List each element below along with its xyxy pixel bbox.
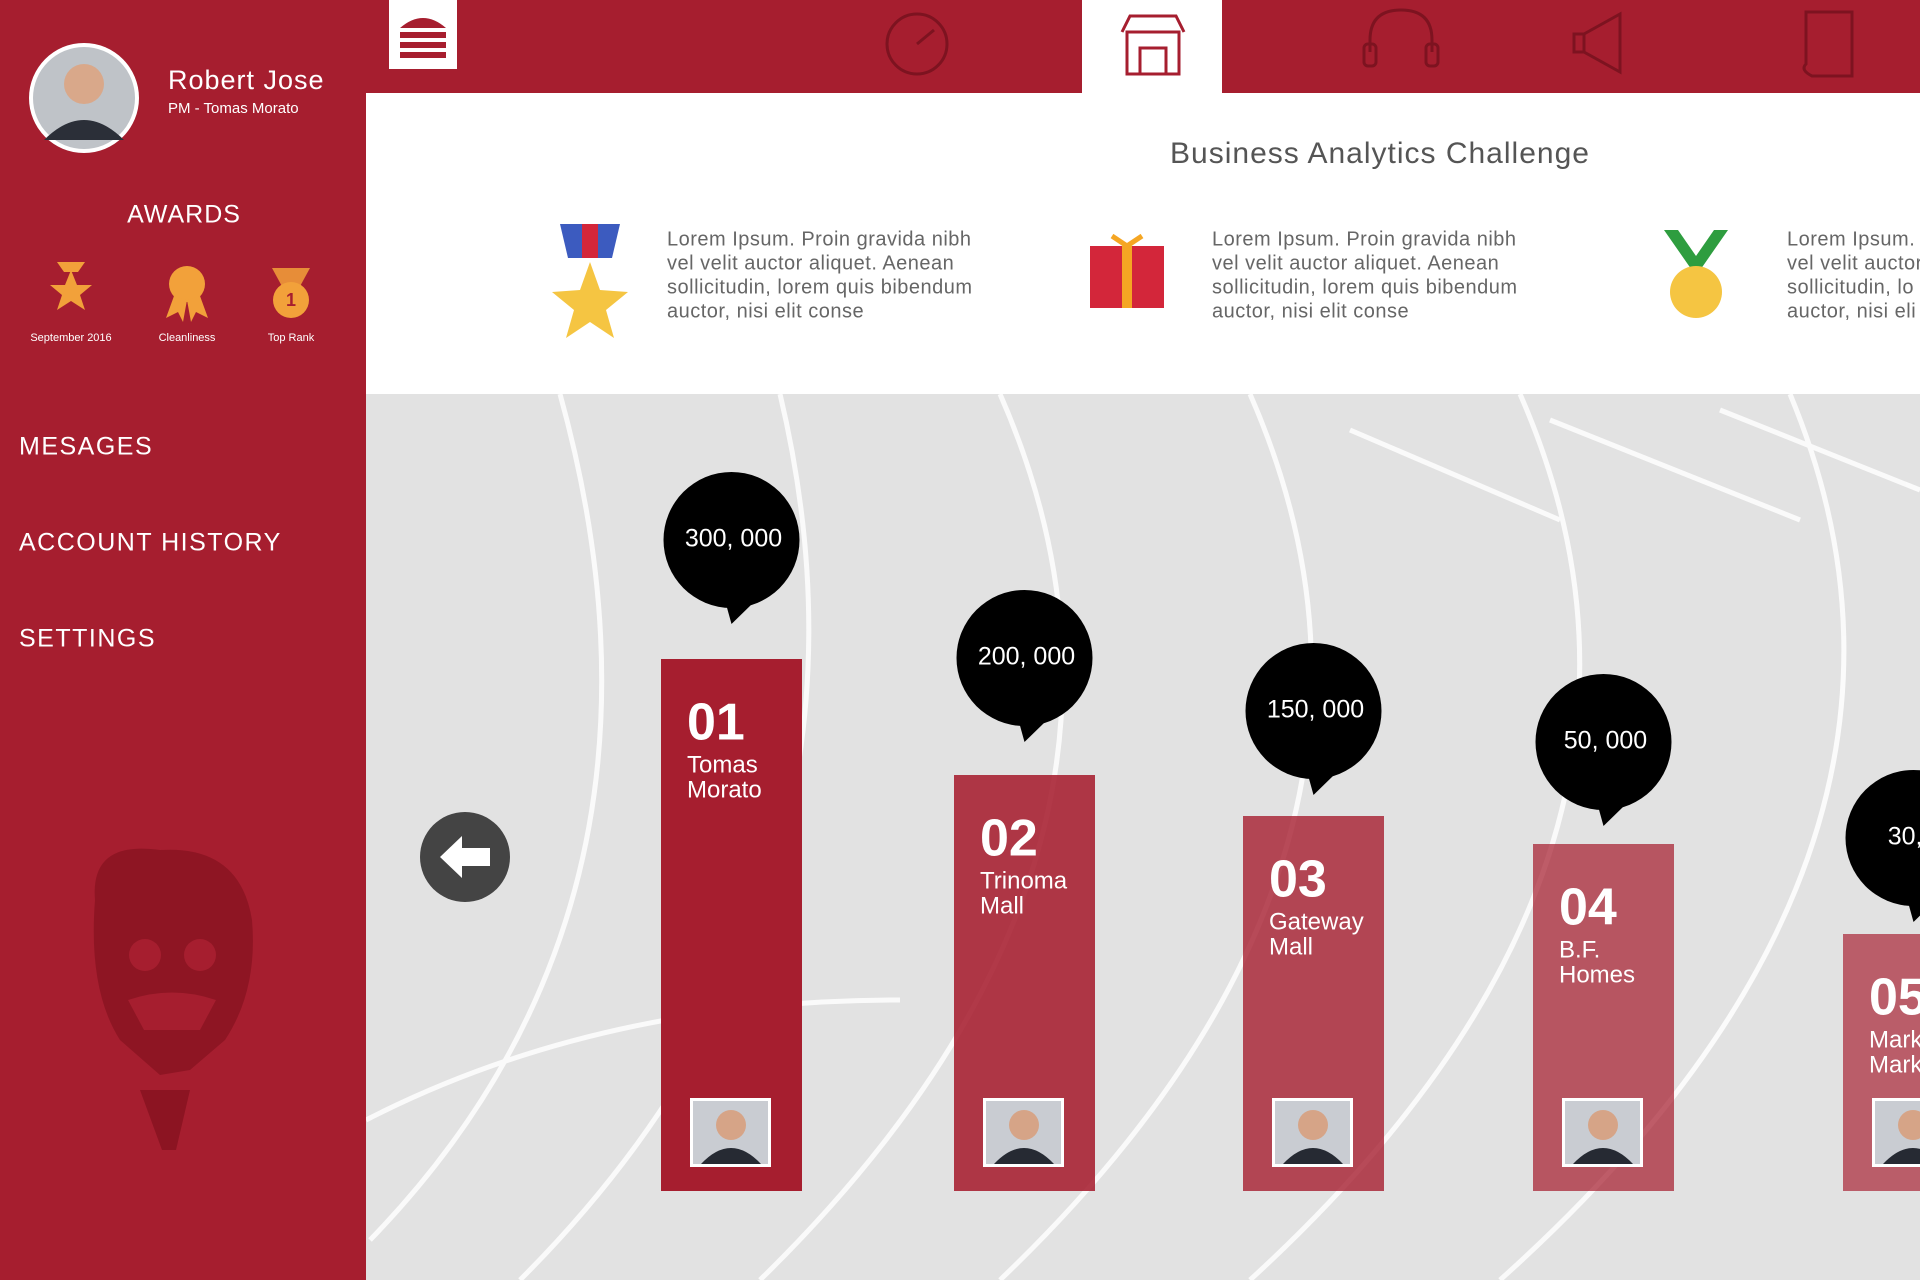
award-label: Cleanliness (159, 332, 216, 344)
entry-photo-face (1298, 1110, 1328, 1140)
rank-number: 03 (1269, 851, 1327, 909)
rank-number: 02 (980, 810, 1038, 868)
entry-photo-face (1588, 1110, 1618, 1140)
entry-name: Homes (1559, 961, 1635, 988)
entry-photo-face (1009, 1110, 1039, 1140)
value-bubble-tail (1905, 889, 1920, 922)
rank-number: 01 (687, 694, 745, 752)
entry-photo-body (994, 1148, 1054, 1164)
challenge-text: auctor, nisi elit conse (1212, 300, 1409, 322)
value-bubble (1845, 770, 1920, 906)
challenge-text: vel velit auctor aliquet. Aenean (1212, 252, 1499, 274)
entry-name: Tomas (687, 751, 758, 778)
entry-photo-face (716, 1110, 746, 1140)
entry-name: B.F. (1559, 936, 1600, 963)
challenge-text: sollicitudin, lorem quis bibendum (1212, 276, 1518, 298)
rank-number: 05 (1869, 969, 1920, 1027)
value-label: 200, 000 (978, 643, 1075, 671)
entry-name: Mall (1269, 933, 1313, 960)
award-label: Top Rank (268, 332, 315, 344)
tab-icons[interactable] (885, 8, 1854, 78)
value-bubble (1245, 643, 1382, 779)
value-label: 300, 000 (685, 525, 782, 553)
challenge-text: sollicitudin, lorem quis bibendum (667, 276, 973, 298)
award-icons (50, 262, 310, 322)
value-label: 30, 0 (1888, 823, 1920, 851)
entry-name: Morato (687, 776, 762, 803)
entry-name: Trinoma (980, 867, 1068, 894)
value-label: 150, 000 (1267, 696, 1364, 724)
store-icon (1120, 14, 1186, 76)
track-background (366, 394, 1920, 1280)
award-label: September 2016 (30, 332, 111, 344)
challenge-text: vel velit auctor aliquet. Aenean (667, 252, 954, 274)
challenge-text: vel velit auctor (1787, 252, 1920, 274)
menu-item[interactable]: SETTINGS (19, 625, 156, 653)
challenge-text: Lorem Ipsum. (1787, 228, 1915, 250)
challenge-text: auctor, nisi elit conse (667, 300, 864, 322)
value-bubble-tail (1305, 756, 1354, 795)
back-arrow (440, 836, 490, 878)
avatar-body (44, 120, 124, 140)
profile-role: PM - Tomas Morato (168, 100, 299, 117)
challenge-icons (552, 224, 1728, 338)
value-bubble-tail (1016, 703, 1065, 742)
challenge-text: Lorem Ipsum. Proin gravida nibh (1212, 228, 1517, 250)
menu-icon-glyph (400, 18, 446, 58)
value-bubble-tail (1595, 787, 1644, 826)
entry-photo-face (1898, 1110, 1920, 1140)
challenge-title: Business Analytics Challenge (1170, 137, 1590, 170)
rank-number: 04 (1559, 879, 1617, 937)
avatar-face (64, 64, 104, 104)
value-bubble (956, 590, 1093, 726)
value-label: 50, 000 (1564, 727, 1647, 755)
entry-photo-body (1573, 1148, 1633, 1164)
value-bubble-tail (723, 585, 772, 624)
rank-badge-glyph: 1 (286, 290, 296, 310)
entry-photo-body (701, 1148, 761, 1164)
leaderboard-entry[interactable]: 30, 005MarkMark (1843, 770, 1920, 1191)
menu-item[interactable]: MESAGES (19, 433, 153, 461)
value-bubble (1535, 674, 1672, 810)
challenge-text: sollicitudin, lo (1787, 276, 1914, 298)
value-bubble (663, 472, 800, 608)
challenge-panel (366, 93, 1920, 394)
challenge-text: Lorem Ipsum. Proin gravida nibh (667, 228, 972, 250)
profile-name: Robert Jose (168, 65, 325, 95)
menu-item[interactable]: ACCOUNT HISTORY (19, 529, 282, 557)
entry-name: Mall (980, 892, 1024, 919)
entry-name: Mark (1869, 1026, 1920, 1053)
entry-photo-body (1883, 1148, 1920, 1164)
brand-logo-features (128, 939, 216, 1030)
brand-logo (93, 848, 253, 1150)
entry-name: Mark (1869, 1051, 1920, 1078)
entry-name: Gateway (1269, 908, 1364, 935)
challenge-text: auctor, nisi eli (1787, 300, 1916, 322)
leaderboard-entry[interactable]: 50, 000 04B.F.Homes (1533, 674, 1674, 1191)
awards-heading: AWARDS (127, 201, 241, 229)
entry-photo-body (1283, 1148, 1343, 1164)
